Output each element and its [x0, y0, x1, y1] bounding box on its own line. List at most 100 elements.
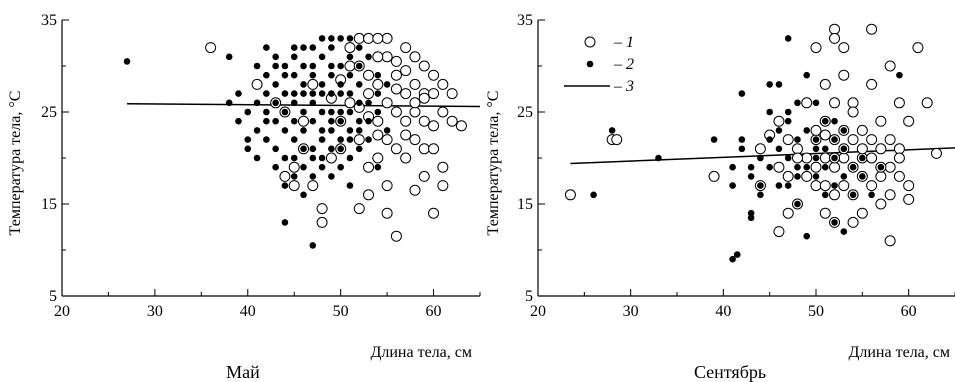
filled-dot-point [383, 81, 391, 88]
open-circle-point [372, 32, 384, 44]
filled-dot-point [877, 163, 885, 171]
filled-dot-point [253, 99, 261, 107]
open-circle-point [446, 88, 458, 100]
legend-label: – 1 [613, 34, 634, 51]
open-circle-point [390, 83, 402, 95]
open-circle-point [455, 120, 467, 132]
open-circle-point [353, 32, 365, 44]
open-circle-point [847, 106, 859, 118]
open-circle-point [279, 170, 291, 182]
filled-dot-point [794, 173, 801, 180]
filled-dot-point [263, 90, 270, 97]
open-circle-point [819, 207, 831, 219]
x-tick-label: 60 [426, 303, 442, 320]
filled-dot-point [290, 90, 298, 97]
filled-dot-point [328, 117, 335, 125]
filled-dot-point [346, 154, 354, 162]
legend-open-circle-icon [584, 36, 596, 48]
open-circle-point [782, 170, 794, 182]
filled-dot-point [263, 117, 270, 125]
open-circle-point [866, 152, 878, 164]
open-circle-point [884, 134, 896, 146]
filled-dot-point [784, 154, 792, 162]
filled-dot-point [281, 219, 289, 226]
filled-dot-point [300, 44, 307, 51]
open-circle-point [400, 129, 412, 141]
filled-dot-point [812, 99, 820, 107]
open-circle-point [344, 97, 356, 109]
filled-dot-point [374, 163, 382, 171]
filled-dot-point [272, 53, 279, 61]
open-circle-point [838, 42, 850, 54]
filled-dot-point [784, 117, 792, 125]
filled-dot-point [290, 71, 298, 79]
open-circle-point [363, 32, 375, 44]
filled-dot-point [831, 219, 838, 226]
filled-dot-point [225, 53, 233, 61]
open-circle-point [409, 51, 421, 63]
chart-panel-september: Температура тела, °С Длина тела, см Сент… [485, 12, 955, 382]
filled-dot-point [263, 44, 270, 51]
filled-dot-point [355, 127, 363, 134]
open-circle-point [390, 55, 402, 67]
y-tick-label: 5 [49, 288, 57, 305]
filled-dot-point [328, 127, 335, 134]
filled-dot-point [831, 154, 838, 162]
open-circle-point [921, 97, 933, 109]
filled-dot-point [821, 117, 829, 125]
filled-dot-point [355, 62, 363, 70]
filled-dot-point [747, 214, 755, 222]
filled-dot-point [365, 53, 372, 61]
filled-dot-point [318, 53, 326, 61]
open-circle-point [372, 152, 384, 164]
filled-dot-point [365, 117, 372, 125]
x-tick-label: 40 [240, 303, 256, 320]
chart-panel-may: Температура тела, °С Длина тела, см Май … [7, 12, 481, 382]
open-circle-point [400, 65, 412, 77]
filled-dot-point [290, 136, 298, 143]
filled-dot-point [775, 145, 783, 153]
filled-dot-point [738, 90, 746, 97]
open-circle-point [381, 97, 393, 109]
filled-dot-point [281, 108, 289, 116]
open-circle-point [903, 180, 915, 192]
filled-dot-point [318, 163, 326, 171]
open-circle-point [418, 115, 430, 127]
y-axis-label: Температура тела, °С [485, 91, 502, 236]
filled-dot-point [831, 136, 838, 143]
open-circle-point [773, 115, 785, 127]
filled-dot-point [775, 182, 783, 189]
filled-dot-point [263, 136, 270, 143]
filled-dot-point [290, 117, 298, 125]
open-circle-point [791, 143, 803, 155]
filled-dot-point [309, 117, 317, 125]
open-circle-point [205, 42, 217, 54]
open-circle-point [363, 189, 375, 201]
filled-dot-point [281, 127, 289, 134]
filled-dot-point [710, 136, 718, 143]
open-circle-point [418, 92, 430, 104]
open-circle-point [446, 115, 458, 127]
filled-dot-point [244, 136, 252, 143]
filled-dot-point [729, 182, 736, 189]
filled-dot-point [328, 173, 335, 180]
filled-dot-point [300, 145, 307, 153]
x-tick-label: 30 [623, 303, 639, 320]
filled-dot-point [355, 145, 363, 153]
filled-dot-point [290, 44, 298, 51]
filled-dot-point [729, 163, 736, 171]
open-circle-point [875, 143, 887, 155]
filled-dot-point [309, 173, 317, 180]
open-circle-point [810, 124, 822, 136]
filled-dot-point [290, 99, 298, 107]
filled-dot-point [346, 90, 354, 97]
filled-dot-point [318, 108, 326, 116]
open-circle-point [437, 106, 449, 118]
filled-dot-point [244, 145, 252, 153]
open-circle-point [884, 161, 896, 173]
open-circle-point [819, 180, 831, 192]
open-circle-point [316, 203, 328, 215]
filled-dot-point [272, 117, 279, 125]
open-circle-point [307, 180, 319, 192]
filled-dot-point [859, 173, 866, 180]
